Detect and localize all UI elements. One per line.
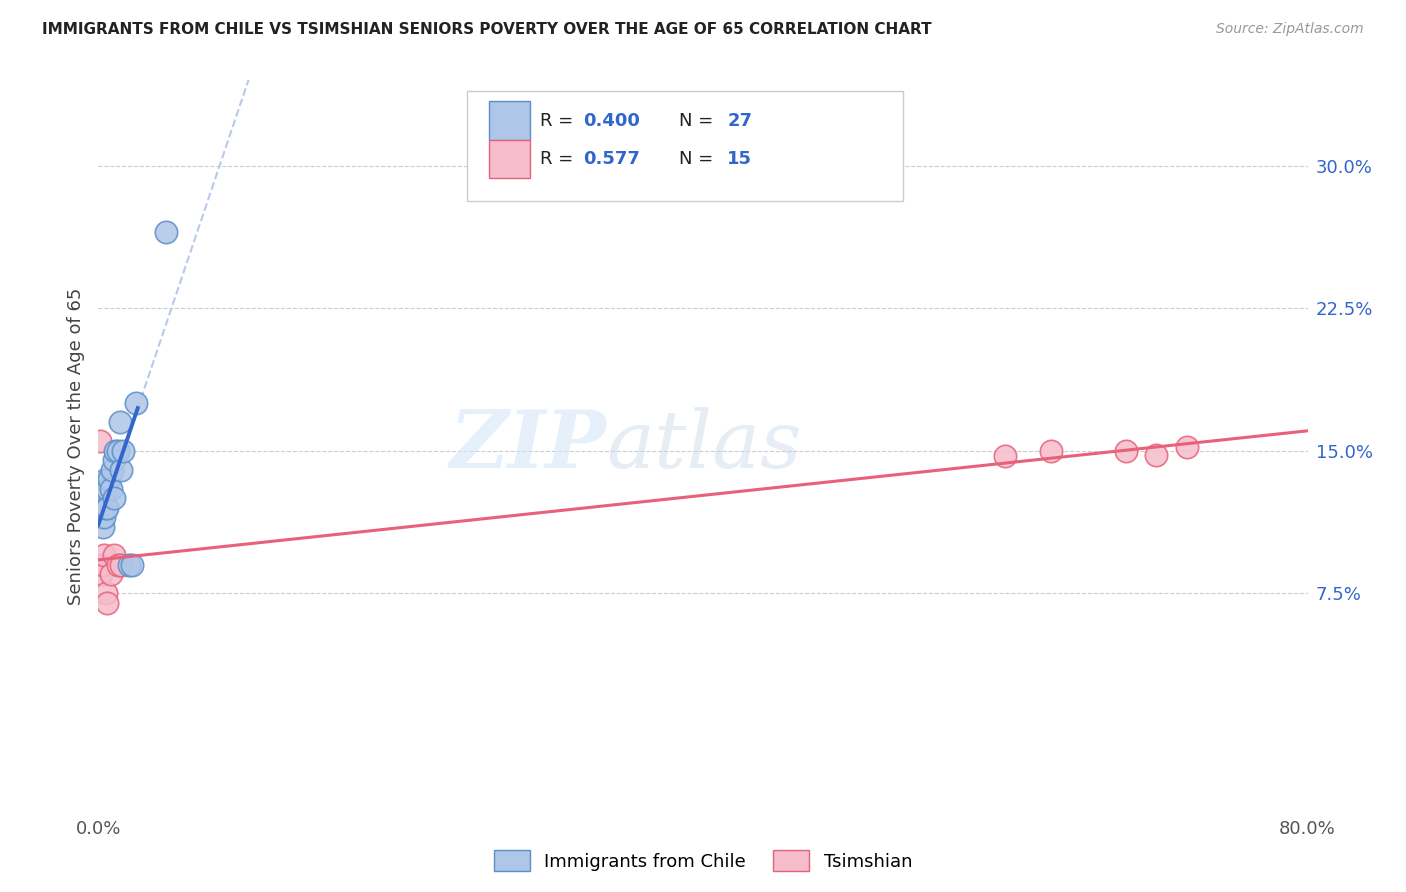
Point <box>93 491 115 506</box>
Point <box>96 596 118 610</box>
Point <box>90 510 112 524</box>
FancyBboxPatch shape <box>489 139 530 178</box>
Point <box>91 482 114 496</box>
Point <box>93 510 115 524</box>
Point <box>90 491 112 506</box>
Point <box>90 567 112 582</box>
Point <box>96 500 118 515</box>
Point <box>110 558 132 572</box>
Text: atlas: atlas <box>606 408 801 484</box>
Point <box>108 415 131 429</box>
Point <box>103 548 125 562</box>
Point <box>93 482 115 496</box>
Text: 0.577: 0.577 <box>583 150 640 168</box>
Point <box>155 225 177 239</box>
Point <box>91 520 114 534</box>
Text: N =: N = <box>679 150 718 168</box>
Text: ZIP: ZIP <box>450 408 606 484</box>
Point <box>89 434 111 449</box>
Point <box>101 463 124 477</box>
Point <box>91 500 114 515</box>
Text: IMMIGRANTS FROM CHILE VS TSIMSHIAN SENIORS POVERTY OVER THE AGE OF 65 CORRELATIO: IMMIGRANTS FROM CHILE VS TSIMSHIAN SENIO… <box>42 22 932 37</box>
Point <box>1144 448 1167 462</box>
Point <box>111 443 134 458</box>
Point <box>91 558 114 572</box>
Text: R =: R = <box>540 150 579 168</box>
Point <box>94 472 117 486</box>
Point <box>104 443 127 458</box>
Point <box>1115 443 1137 458</box>
Point <box>94 500 117 515</box>
Point <box>89 500 111 515</box>
Text: 15: 15 <box>727 150 752 168</box>
Point <box>118 558 141 572</box>
Point <box>94 586 117 600</box>
Y-axis label: Seniors Poverty Over the Age of 65: Seniors Poverty Over the Age of 65 <box>66 287 84 605</box>
Point <box>1039 443 1062 458</box>
Legend: Immigrants from Chile, Tsimshian: Immigrants from Chile, Tsimshian <box>486 843 920 879</box>
Point <box>994 450 1017 464</box>
Text: 0.400: 0.400 <box>583 112 640 129</box>
Point <box>107 558 129 572</box>
Text: R =: R = <box>540 112 579 129</box>
Point <box>110 463 132 477</box>
Point <box>96 482 118 496</box>
Point <box>125 396 148 410</box>
Point <box>1175 440 1198 454</box>
Point <box>107 443 129 458</box>
FancyBboxPatch shape <box>467 91 903 201</box>
FancyBboxPatch shape <box>489 102 530 139</box>
Point <box>121 558 143 572</box>
Text: Source: ZipAtlas.com: Source: ZipAtlas.com <box>1216 22 1364 37</box>
Point <box>100 567 122 582</box>
Text: 27: 27 <box>727 112 752 129</box>
Point <box>93 548 115 562</box>
Text: N =: N = <box>679 112 718 129</box>
Point <box>100 482 122 496</box>
Point <box>103 491 125 506</box>
Point <box>98 472 121 486</box>
Point <box>103 453 125 467</box>
